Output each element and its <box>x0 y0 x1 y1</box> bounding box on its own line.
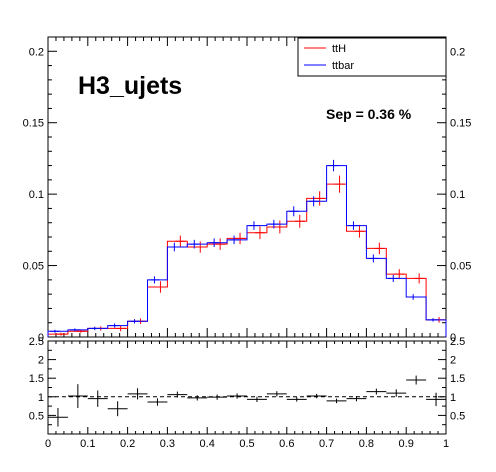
ratio-point <box>227 393 247 399</box>
series-line-ttbar <box>47 165 447 337</box>
top-panel-series <box>47 159 447 337</box>
ratio-points <box>48 375 446 427</box>
ratio-point <box>326 398 347 404</box>
ratio-point <box>286 397 307 402</box>
ratio-x-tick-label: 0.4 <box>200 438 215 450</box>
ratio-x-tick-label: 0.9 <box>399 438 414 450</box>
top-y-tick-label-right: 0.2 <box>450 46 465 58</box>
ratio-y-tick-label: 1.5 <box>29 373 44 385</box>
ratio-point <box>426 392 446 407</box>
legend: ttH ttbar <box>297 37 447 77</box>
ratio-point <box>306 393 327 399</box>
ratio-x-tick-label: 0 <box>45 438 51 450</box>
ratio-point <box>207 394 228 400</box>
ratio-y-tick-label: 2 <box>38 355 44 367</box>
top-y-tick-label: 0.15 <box>23 118 44 130</box>
ratio-point <box>67 384 88 408</box>
ratio-y-tick-label: 2.5 <box>29 336 44 348</box>
ratio-y-tick-label-right: 0.5 <box>450 410 465 422</box>
top-y-tick-label: 0.05 <box>23 261 44 273</box>
ratio-point <box>87 390 108 407</box>
ratio-point <box>266 391 287 397</box>
ratio-x-tick-label: 0.1 <box>80 438 95 450</box>
top-y-tick-label-right: 0 <box>450 332 456 344</box>
ratio-y-tick-label: 0.5 <box>29 410 44 422</box>
ratio-point <box>147 398 168 406</box>
top-y-tick-label-right: 0.1 <box>450 189 465 201</box>
ratio-y-tick-label-right: 2 <box>450 355 456 367</box>
ratio-point <box>366 388 387 395</box>
ratio-point <box>406 375 427 385</box>
plot-title: H3_ujets <box>78 72 182 100</box>
top-y-tick-label-right: 0.15 <box>450 118 471 130</box>
ratio-point <box>107 401 128 417</box>
ratio-x-tick-label: 1 <box>443 438 449 450</box>
ratio-point <box>127 388 148 400</box>
ratio-x-tick-label: 0.2 <box>120 438 135 450</box>
separation-annotation: Sep = 0.36 % <box>326 106 412 122</box>
top-y-tick-label: 0 <box>38 332 44 344</box>
ratio-point <box>48 407 68 427</box>
ratio-x-tick-label: 0.3 <box>160 438 175 450</box>
ratio-x-tick-label: 0.5 <box>239 438 254 450</box>
ratio-point <box>386 389 407 397</box>
top-y-tick-label: 0.2 <box>29 46 44 58</box>
top-panel-ticks <box>47 36 447 338</box>
series-ttbar <box>47 159 447 337</box>
ratio-point <box>187 395 208 401</box>
ratio-point <box>167 391 188 398</box>
ratio-y-tick-label: 1 <box>38 392 44 404</box>
ratio-point <box>346 396 367 402</box>
top-y-tick-label: 0.1 <box>29 189 44 201</box>
legend-label-ttbar: ttbar <box>332 60 354 72</box>
ratio-x-tick-label: 0.6 <box>279 438 294 450</box>
ratio-x-tick-label: 0.8 <box>359 438 374 450</box>
ratio-y-tick-label-right: 1.5 <box>450 373 465 385</box>
top-panel-tick-labels: 0 0 0.05 0.05 0.1 0.1 0.15 0.15 0.2 0.2 <box>23 46 472 344</box>
ratio-panel-tick-labels: 0.5 0.5 1 1 1.5 1.5 2 2 2.5 2.5 0 0.1 0.2 0.3 0.4 0.5 0.… <box>29 336 466 450</box>
ratio-y-tick-label-right: 1 <box>450 392 456 404</box>
top-y-tick-label-right: 0.05 <box>450 261 471 273</box>
legend-box <box>297 37 447 77</box>
ratio-y-tick-label-right: 2.5 <box>450 336 465 348</box>
ratio-point <box>247 396 267 403</box>
legend-label-tth: ttH <box>332 43 346 55</box>
ratio-panel-ticks <box>47 340 447 435</box>
ratio-x-tick-label: 0.7 <box>319 438 334 450</box>
